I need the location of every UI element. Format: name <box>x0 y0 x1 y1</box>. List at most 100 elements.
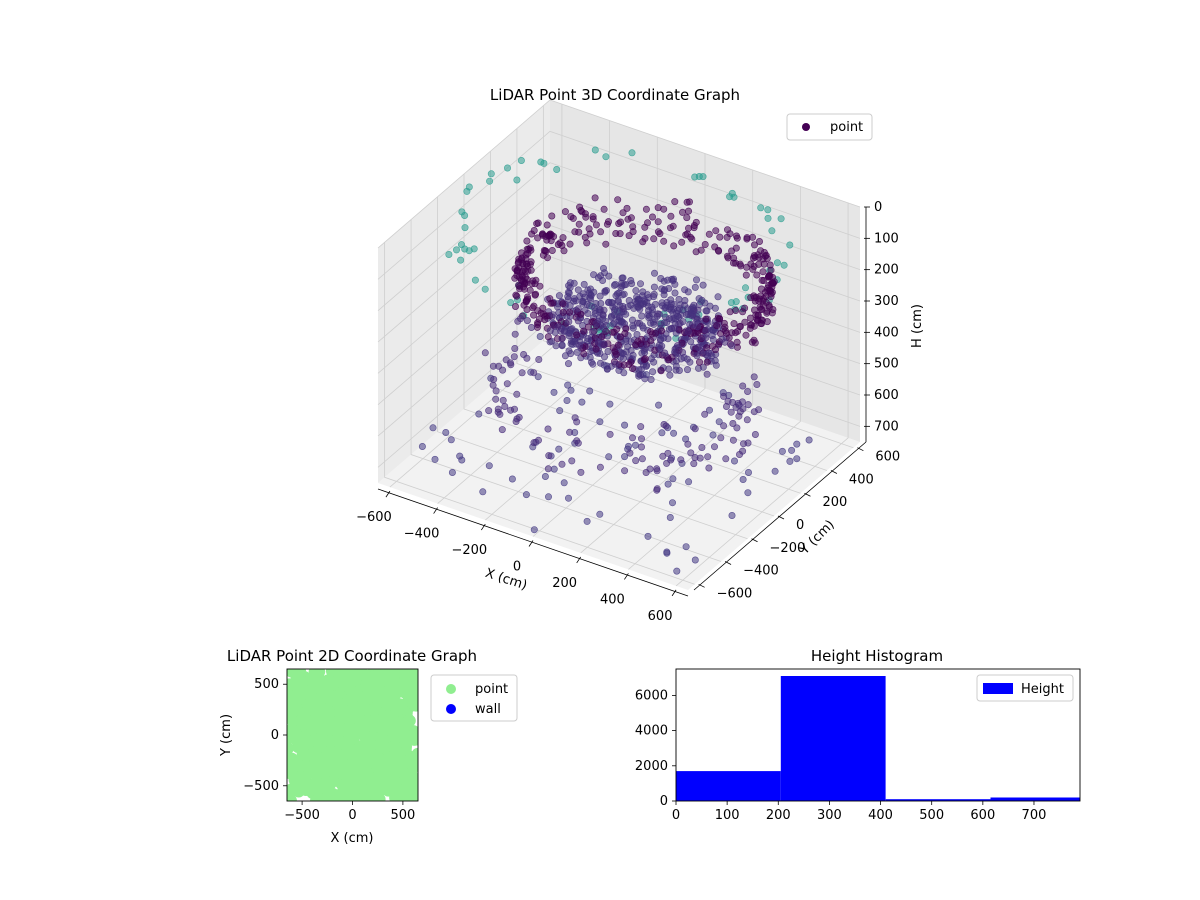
point-marker <box>650 269 658 277</box>
point-marker <box>564 381 572 389</box>
x-tick-label: 600 <box>648 609 673 624</box>
point-2d-marker <box>407 761 418 774</box>
point-marker <box>528 280 536 288</box>
point-2d-marker <box>294 760 307 773</box>
point-marker <box>568 457 576 465</box>
point-marker <box>793 455 801 463</box>
histogram-bar <box>676 771 781 801</box>
y-tick-mark <box>804 492 811 497</box>
point-marker <box>696 347 704 355</box>
x-tick-hist-label: 200 <box>766 808 791 823</box>
z-tick-label: 700 <box>874 419 899 434</box>
point-marker <box>741 318 749 326</box>
point-marker <box>732 232 740 240</box>
point-marker <box>560 479 568 487</box>
point-marker <box>666 371 674 379</box>
point-marker <box>597 228 605 236</box>
point-2d-marker <box>352 701 365 714</box>
point-marker <box>658 429 666 437</box>
point-marker <box>564 494 572 502</box>
point-marker <box>580 280 588 288</box>
point-2d-marker <box>399 732 412 745</box>
y-tick-2d-label: 0 <box>271 728 279 743</box>
x-tick-2d-label: 0 <box>348 808 356 823</box>
point-marker <box>641 375 649 383</box>
point-marker <box>788 446 796 454</box>
point-marker <box>750 373 758 381</box>
x-tick-label: 0 <box>513 560 521 575</box>
point-2d-marker <box>304 784 317 797</box>
points-2d <box>287 669 418 801</box>
chart-3d: LiDAR Point 3D Coordinate Graph −600 −400… <box>356 86 925 624</box>
point-marker <box>632 287 640 295</box>
chart-3d-axes: −600−400−2000200400600−600−400−200020040… <box>356 200 900 624</box>
x-tick-hist-label: 600 <box>970 808 995 823</box>
point-marker <box>764 214 772 222</box>
point-marker <box>671 289 679 297</box>
point-marker <box>575 220 583 228</box>
point-2d-marker <box>347 794 360 801</box>
point-marker <box>492 395 500 403</box>
point-marker <box>594 274 602 282</box>
point-marker <box>556 239 564 247</box>
point-marker <box>720 392 728 400</box>
point-marker <box>750 241 758 249</box>
x-tick-hist-label: 700 <box>1022 808 1047 823</box>
point-2d-marker <box>397 757 410 769</box>
point-2d-marker <box>344 684 357 696</box>
point-marker <box>490 375 498 383</box>
y-tick-mark <box>830 470 838 474</box>
point-2d-marker <box>387 759 400 772</box>
point-marker <box>691 453 699 461</box>
grid-x-line <box>485 137 658 521</box>
point-marker <box>691 556 699 564</box>
point-2d-marker <box>330 675 343 688</box>
point-marker <box>605 272 613 280</box>
point-marker <box>620 281 628 289</box>
point-marker <box>729 436 737 444</box>
point-marker <box>713 322 721 330</box>
legend-2d-point-label: point <box>475 682 508 697</box>
point-2d-marker <box>299 733 312 745</box>
point-marker <box>750 262 758 270</box>
point-marker <box>511 302 519 310</box>
grid-y-line <box>410 219 722 562</box>
point-marker <box>465 247 473 255</box>
point-marker <box>589 213 597 221</box>
point-marker <box>534 307 542 315</box>
point-marker <box>634 295 642 303</box>
point-marker <box>773 259 781 267</box>
point-marker <box>656 320 664 328</box>
point-marker <box>481 349 489 357</box>
point-marker <box>600 205 608 213</box>
point-2d-marker <box>398 669 411 680</box>
point-marker <box>724 397 732 405</box>
point-marker <box>780 261 788 269</box>
point-marker <box>448 468 456 476</box>
point-marker <box>786 241 794 249</box>
point-marker <box>730 320 738 328</box>
point-marker <box>690 460 698 468</box>
point-marker <box>602 240 610 248</box>
point-marker <box>475 410 483 418</box>
point-marker <box>675 313 683 321</box>
point-marker <box>732 298 740 306</box>
point-marker <box>757 320 765 328</box>
point-marker <box>723 233 731 241</box>
point-marker <box>566 329 574 337</box>
grid-y-line <box>542 105 854 449</box>
point-marker <box>703 358 711 366</box>
point-marker <box>471 276 479 284</box>
point-marker <box>627 358 635 366</box>
point-marker <box>627 214 635 222</box>
point-marker <box>647 375 655 383</box>
point-marker <box>733 338 741 346</box>
point-marker <box>669 475 677 483</box>
y-tick-label: −400 <box>743 564 779 579</box>
point-marker <box>681 286 689 294</box>
point-marker <box>691 425 699 433</box>
point-2d-marker <box>315 675 328 687</box>
point-marker <box>716 233 724 241</box>
histogram-bar <box>990 797 1080 801</box>
point-marker <box>703 307 711 315</box>
